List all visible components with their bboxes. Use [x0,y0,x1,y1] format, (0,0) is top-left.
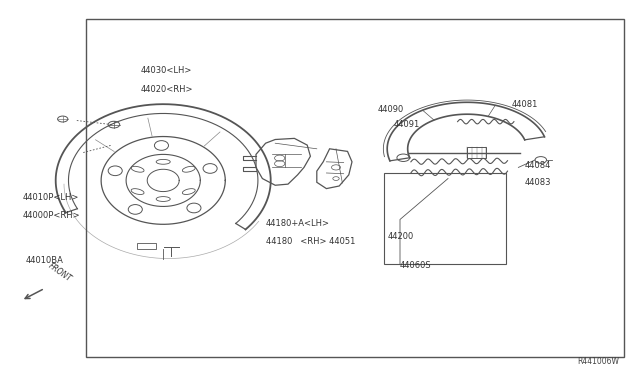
Text: FRONT: FRONT [47,261,73,283]
Text: 44000P<RH>: 44000P<RH> [22,211,80,220]
Text: 44020<RH>: 44020<RH> [141,85,193,94]
Text: 44060S: 44060S [400,262,431,270]
Bar [86,19,624,357]
Text: 44200: 44200 [387,232,413,241]
Text: 44081: 44081 [512,100,538,109]
Bar [137,243,156,249]
Text: 44180   <RH> 44051: 44180 <RH> 44051 [266,237,355,246]
Bar [467,147,486,158]
Text: R441006W: R441006W [577,357,620,366]
Bar [384,173,506,264]
Text: 44010P<LH>: 44010P<LH> [22,193,79,202]
Text: 44180+A<LH>: 44180+A<LH> [266,219,330,228]
Text: 44091: 44091 [394,120,420,129]
Text: 44084: 44084 [525,161,551,170]
Text: 44090: 44090 [378,105,404,114]
Text: 44010BA: 44010BA [26,256,63,265]
Text: 44030<LH>: 44030<LH> [141,66,192,75]
Text: 44083: 44083 [525,178,551,187]
